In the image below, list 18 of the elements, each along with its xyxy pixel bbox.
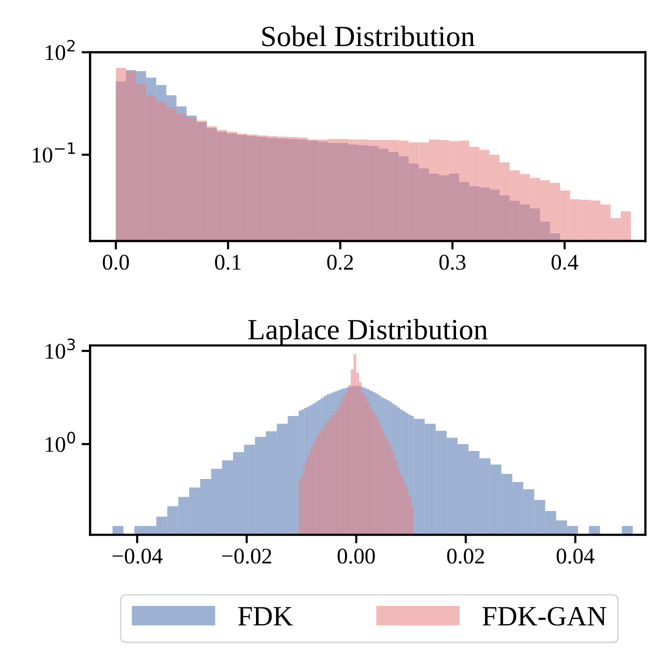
y-tick-label: 10$^{0}$ [46, 432, 76, 452]
y-tick-label: 10$^{3}$ [46, 338, 75, 359]
x-tick-label: 0.00 [338, 548, 375, 564]
legend-label: FDK [238, 607, 293, 626]
x-tick-label: 0.2 [327, 254, 353, 270]
chart-title: Laplace Distribution [248, 318, 488, 346]
x-tick-label: 0.1 [215, 254, 241, 270]
x-tick-label: 0.02 [447, 548, 484, 564]
x-tick-label: −0.02 [222, 548, 272, 564]
x-tick-label: 0.0 [102, 254, 129, 270]
x-tick-label: −0.04 [112, 548, 163, 564]
x-tick-label: 0.04 [556, 548, 594, 564]
y-tick-label: 10$^{−1}$ [32, 142, 75, 163]
chart-title: Sobel Distribution [262, 26, 475, 46]
y-tick-label: 10$^{2}$ [46, 40, 75, 60]
x-tick-label: 0.3 [439, 254, 466, 270]
x-tick-label: 0.4 [552, 254, 578, 270]
legend-label: FDK-GAN [482, 606, 606, 626]
